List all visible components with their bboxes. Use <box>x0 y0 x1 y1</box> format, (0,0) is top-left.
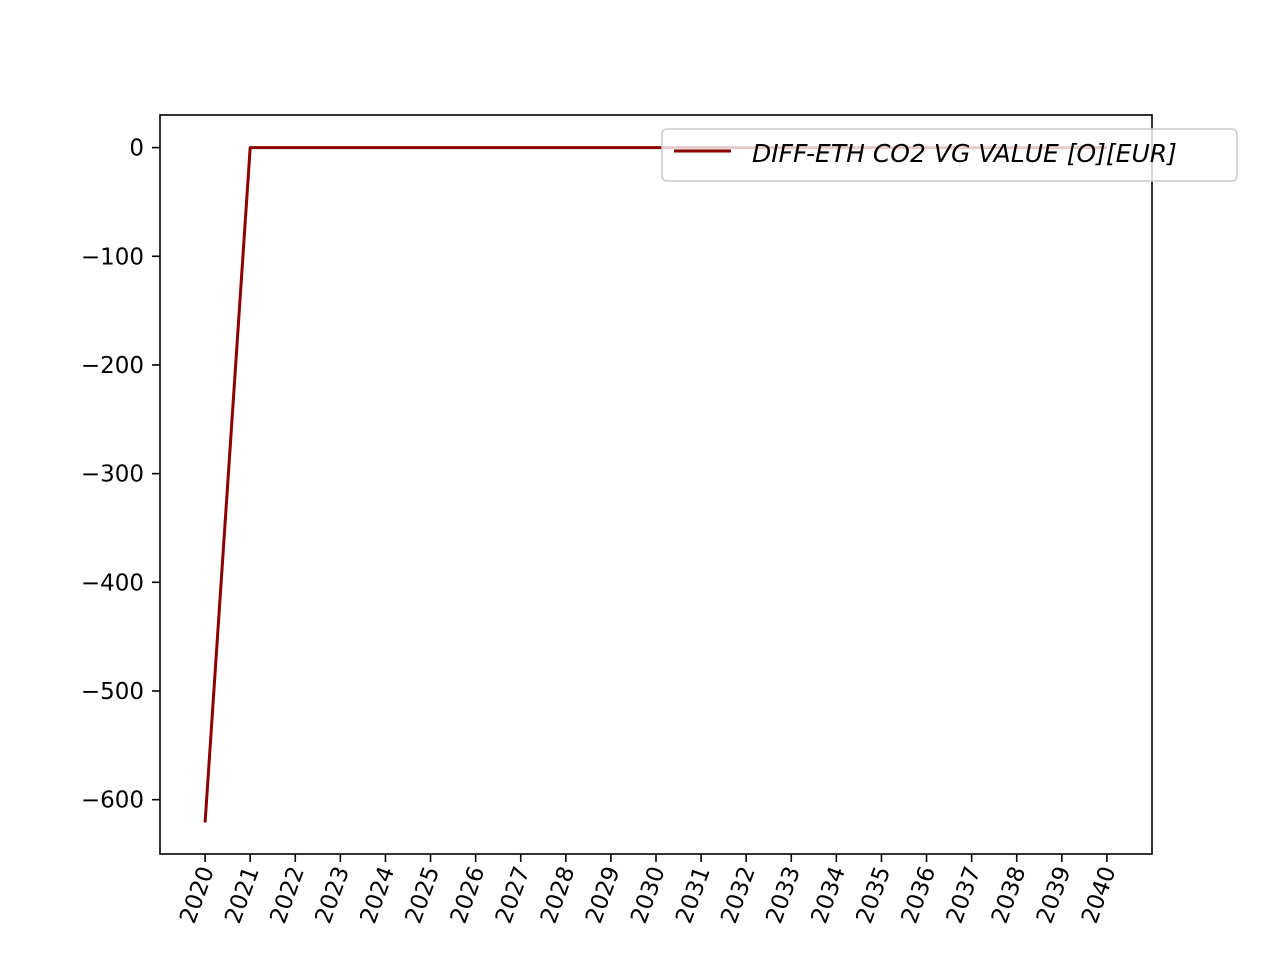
x-axis: 2020 2021 2022 2023 2024 2025 2026 2027 2028 2029… <box>175 854 1122 927</box>
x-tick-label: 2030 <box>626 863 670 927</box>
x-tick-label: 2036 <box>897 863 941 927</box>
x-tick-label: 2029 <box>581 863 625 927</box>
y-tick-label: −300 <box>81 462 144 488</box>
x-tick-label: 2022 <box>265 863 309 927</box>
x-tick-label: 2035 <box>852 863 896 927</box>
x-tick-label: 2034 <box>807 863 851 927</box>
legend-box <box>661 128 1238 182</box>
legend: DIFF-ETH CO2 VG VALUE [O][EUR] <box>661 128 1238 182</box>
x-tick-label: 2040 <box>1077 863 1121 927</box>
x-tick-label: 2033 <box>761 863 805 927</box>
x-tick-label: 2026 <box>446 863 490 927</box>
x-tick-label: 2037 <box>942 863 986 927</box>
y-tick-label: 0 <box>129 136 144 162</box>
plot-area <box>160 115 1152 854</box>
y-axis: 0 −100 −200 −300 −400 −500 −600 <box>81 136 160 814</box>
x-tick-label: 2031 <box>671 863 715 927</box>
x-tick-label: 2032 <box>716 863 760 927</box>
x-tick-label: 2021 <box>220 863 264 927</box>
x-tick-label: 2039 <box>1032 863 1076 927</box>
x-tick-label: 2023 <box>311 863 355 927</box>
legend-entry-label: DIFF-ETH CO2 VG VALUE [O][EUR] <box>752 139 1177 168</box>
x-tick-label: 2038 <box>987 863 1031 927</box>
y-tick-label: −100 <box>81 244 144 270</box>
x-tick-label: 2020 <box>175 863 219 927</box>
y-tick-label: −500 <box>81 679 144 705</box>
x-tick-label: 2027 <box>491 863 535 927</box>
x-tick-label: 2025 <box>401 863 445 927</box>
y-tick-label: −600 <box>81 788 144 814</box>
y-tick-label: −400 <box>81 570 144 596</box>
y-tick-label: −200 <box>81 353 144 379</box>
x-tick-label: 2024 <box>356 863 400 927</box>
x-tick-label: 2028 <box>536 863 580 927</box>
